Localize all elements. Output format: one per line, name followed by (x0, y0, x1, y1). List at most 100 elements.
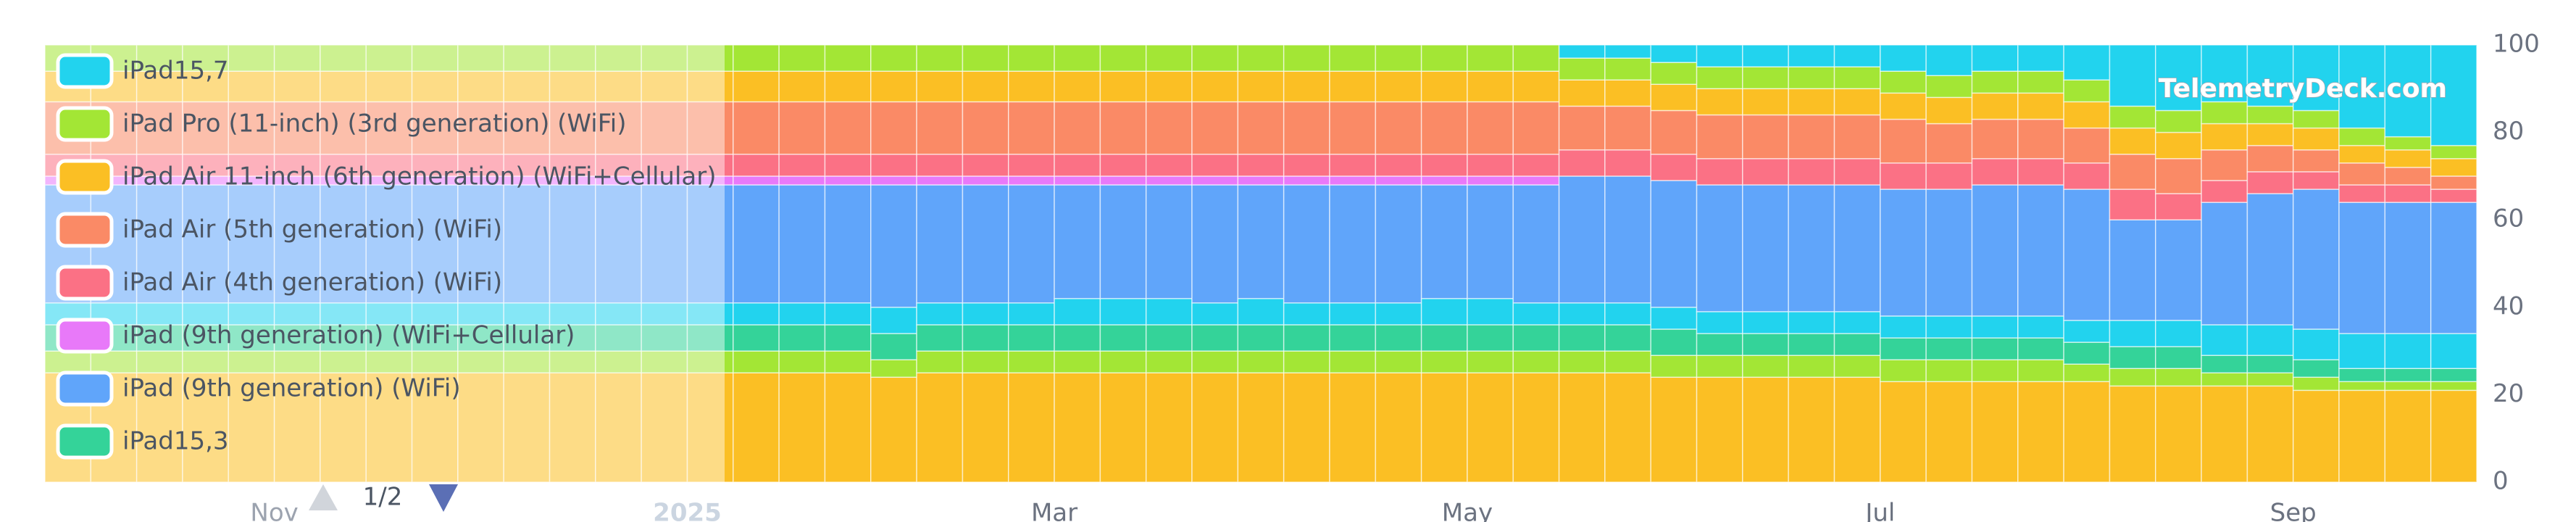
bar-segment (2109, 368, 2156, 387)
bar-segment (1283, 302, 1330, 326)
bar-segment (228, 184, 275, 304)
bar-segment (2109, 346, 2156, 369)
bar-segment (1467, 372, 1514, 483)
bar-segment (1099, 154, 1147, 177)
legend-page-down[interactable] (429, 484, 458, 512)
bar-segment (1833, 88, 1881, 116)
bar-segment (1971, 337, 2019, 360)
x-tick-label: Jul (1864, 499, 1895, 522)
bar-segment (1420, 175, 1468, 186)
bar-segment (1007, 154, 1055, 177)
bar-segment (1007, 350, 1055, 374)
bar-segment (686, 44, 734, 72)
bar-segment (1007, 175, 1055, 186)
bar-segment (457, 154, 504, 177)
bar-segment (916, 184, 964, 304)
bar-segment (2201, 149, 2248, 181)
bar-segment (962, 70, 1009, 103)
legend-label: iPad Air 11-inch (6th generation) (WiFi+… (122, 162, 717, 191)
y-tick-label: 80 (2493, 117, 2524, 146)
bar-segment (1467, 184, 1514, 299)
bar-segment (1237, 154, 1285, 177)
bar-segment (1467, 101, 1514, 155)
bar-segment (1696, 333, 1743, 356)
bar-segment (1558, 149, 1606, 177)
bar-segment (411, 184, 459, 304)
legend-label: iPad (9th generation) (WiFi) (122, 374, 461, 403)
bar-segment (2063, 363, 2111, 383)
bar-segment (457, 324, 504, 352)
bar-segment (1420, 372, 1468, 483)
bar-segment (1833, 311, 1881, 334)
bar-segment (2063, 79, 2111, 103)
bar-segment (1329, 154, 1377, 177)
bar-segment (1880, 381, 1927, 483)
bar-segment (962, 154, 1009, 177)
bar-segment (457, 70, 504, 103)
bar-segment (733, 44, 780, 72)
bar-segment (2384, 333, 2432, 369)
bar-segment (2338, 368, 2386, 383)
bar-segment (1420, 101, 1468, 155)
bar-segment (916, 175, 964, 186)
y-tick-label: 0 (2493, 467, 2509, 496)
bar-segment (1145, 154, 1193, 177)
bar-segment (1788, 333, 1835, 356)
bar-segment (1054, 70, 1101, 103)
bar-segment (2384, 389, 2432, 483)
legend-label: iPad Air (4th generation) (WiFi) (122, 268, 502, 297)
legend-label: iPad15,3 (122, 427, 229, 456)
bar-segment (2109, 44, 2156, 107)
bar-segment (733, 350, 780, 374)
bar-segment (1512, 350, 1560, 374)
bar-segment (1558, 105, 1606, 151)
bar-segment (1925, 337, 1973, 360)
bar-segment (549, 101, 596, 155)
bar-segment (1833, 333, 1881, 356)
bar-segment (503, 372, 551, 483)
bar-segment (2201, 202, 2248, 326)
bar-segment (1788, 44, 1835, 67)
bar-segment (1283, 350, 1330, 374)
bar-segment (1145, 44, 1193, 72)
bar-segment (1971, 359, 2019, 383)
bar-segment (1329, 302, 1377, 326)
y-tick-label: 60 (2493, 204, 2524, 233)
bar-segment (778, 184, 826, 304)
bar-segment (1145, 297, 1193, 326)
bar-segment (1925, 188, 1973, 317)
bar-segment (457, 350, 504, 374)
legend-page-up[interactable] (309, 484, 338, 510)
bar-segment (1237, 184, 1285, 299)
bar-segment (1512, 70, 1560, 103)
legend-swatch (56, 423, 114, 460)
bar-segment (549, 44, 596, 72)
bar-segment (824, 44, 872, 72)
bar-segment (1880, 188, 1927, 317)
bar-segment (916, 101, 964, 155)
bar-segment (1650, 328, 1698, 356)
bar-segment (1375, 324, 1422, 352)
bar-segment (778, 154, 826, 177)
bar-segment (1604, 350, 1651, 374)
bar-segment (1191, 101, 1239, 155)
bar-segment (2338, 162, 2386, 186)
bar-segment (2063, 320, 2111, 343)
watermark: TelemetryDeck.com (2159, 74, 2447, 104)
bar-segment (273, 184, 321, 304)
bar-segment (1833, 44, 1881, 67)
bar-segment (824, 101, 872, 155)
bar-segment (916, 372, 964, 483)
bar-segment (916, 154, 964, 177)
bar-segment (1971, 92, 2019, 120)
bar-segment (641, 44, 688, 72)
bar-segment (870, 359, 917, 378)
bar-segment (824, 372, 872, 483)
bar-segment (273, 101, 321, 155)
bar-segment (1237, 372, 1285, 483)
bar-segment (1604, 79, 1651, 107)
bar-segment (2338, 144, 2386, 164)
bar-segment (2155, 385, 2202, 483)
bar-segment (1054, 175, 1101, 186)
bar-segment (1467, 175, 1514, 186)
